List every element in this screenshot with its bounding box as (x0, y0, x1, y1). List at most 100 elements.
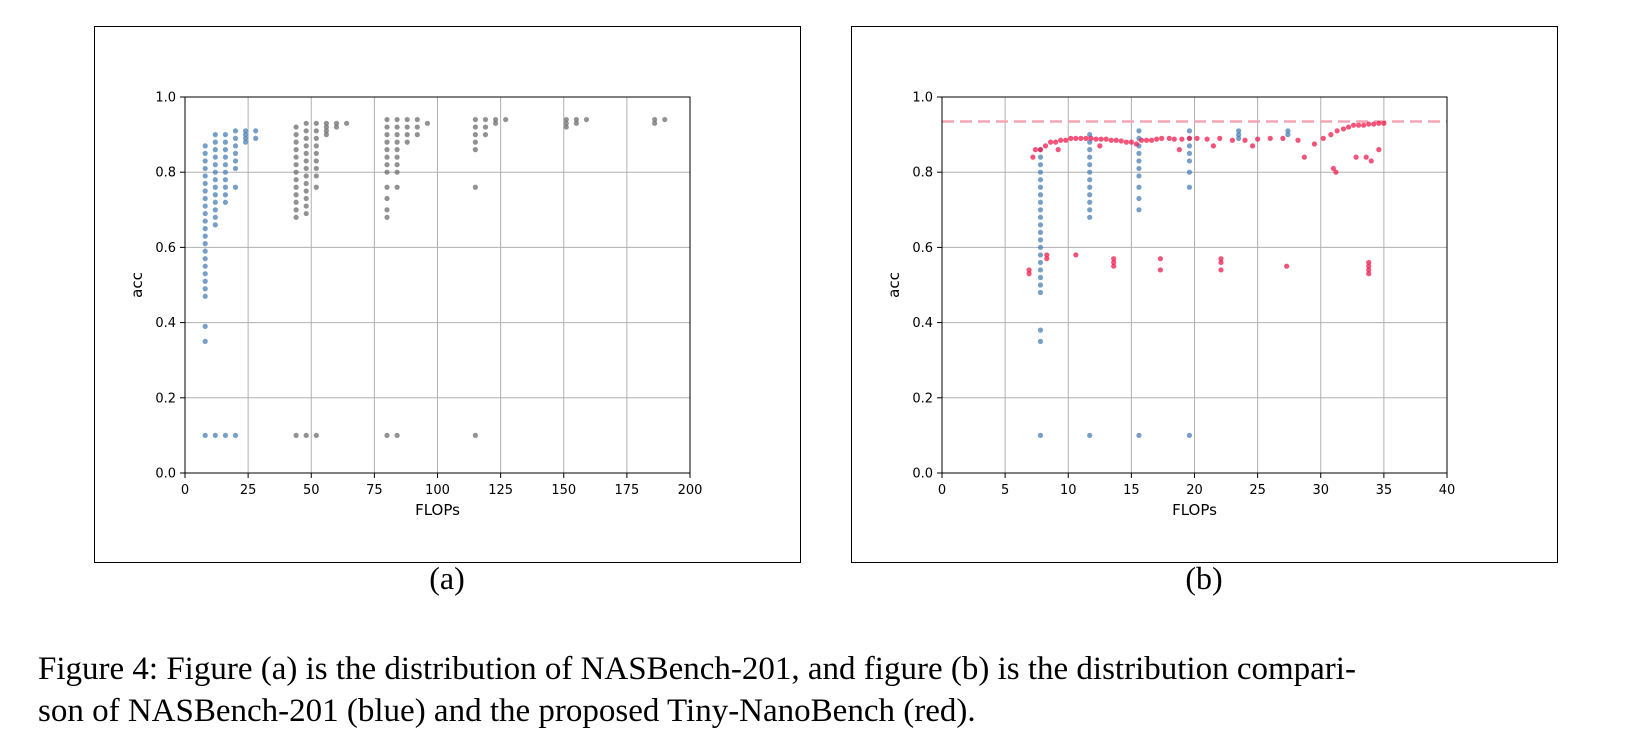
x-tick-label: 15 (1123, 483, 1140, 498)
data-point (222, 432, 228, 438)
data-point (232, 158, 239, 164)
data-point (1242, 137, 1248, 143)
data-point (1340, 126, 1347, 132)
data-point (1037, 432, 1044, 438)
data-point (414, 132, 420, 138)
data-point (384, 132, 390, 138)
y-tick-label: 0.0 (912, 467, 933, 482)
data-point (232, 432, 239, 438)
data-point (1068, 135, 1074, 141)
data-point (243, 128, 249, 134)
data-point (1088, 135, 1094, 141)
data-point (1098, 136, 1104, 142)
data-point (394, 154, 400, 160)
y-tick-label: 0.8 (912, 166, 933, 181)
data-point (293, 199, 299, 205)
data-point (472, 116, 478, 123)
x-tick-label: 35 (1376, 483, 1393, 498)
data-point (472, 139, 478, 145)
data-point (1236, 128, 1242, 134)
x-tick-label: 50 (303, 483, 320, 498)
data-point (1037, 214, 1044, 220)
data-point (1037, 199, 1044, 205)
data-point (222, 199, 228, 205)
data-point (1285, 132, 1291, 138)
data-point (1063, 137, 1069, 143)
data-point (1311, 141, 1318, 147)
data-point (1320, 135, 1326, 141)
data-point (394, 162, 400, 168)
data-point (394, 184, 400, 190)
x-tick-label: 175 (614, 483, 639, 498)
data-point (384, 116, 390, 123)
data-point (1087, 147, 1093, 153)
data-point (472, 184, 478, 190)
data-point (202, 248, 208, 254)
data-point (1186, 432, 1193, 438)
data-point (1366, 263, 1372, 269)
data-point (212, 154, 218, 160)
data-point (243, 135, 249, 141)
data-point (212, 162, 218, 168)
data-point (293, 139, 299, 145)
data-point (1334, 128, 1340, 134)
data-point (1210, 143, 1217, 149)
data-point (1138, 137, 1145, 143)
data-point (212, 169, 218, 175)
data-point (1366, 271, 1372, 277)
data-point (1280, 135, 1286, 141)
y-tick-label: 0.8 (155, 166, 176, 181)
data-point (492, 116, 499, 123)
data-point (323, 132, 329, 138)
data-point (1037, 327, 1044, 333)
data-point (212, 132, 218, 138)
data-point (1368, 158, 1374, 164)
data-point (202, 226, 208, 232)
data-point (1186, 150, 1193, 156)
data-point (202, 188, 208, 194)
data-point (1157, 256, 1164, 262)
data-point (1218, 256, 1224, 262)
data-point (394, 432, 400, 438)
data-point (1037, 289, 1044, 296)
data-point (323, 124, 329, 130)
y-tick-label: 0.6 (912, 241, 933, 256)
data-point (1333, 169, 1339, 175)
data-point (212, 177, 218, 183)
x-axis-label: FLOPs (415, 501, 460, 519)
data-point (313, 173, 319, 179)
data-point (323, 128, 329, 134)
data-point (1042, 143, 1049, 149)
data-point (313, 432, 319, 438)
data-point (652, 116, 658, 123)
data-point (1136, 207, 1142, 213)
subfigure-label-a: (a) (429, 560, 465, 596)
data-point (1157, 267, 1164, 273)
data-point (303, 180, 309, 187)
data-point (404, 116, 410, 123)
data-point (1113, 137, 1119, 143)
data-point (404, 132, 410, 138)
data-point (222, 184, 228, 190)
data-point (394, 124, 400, 130)
data-point (424, 120, 430, 126)
x-tick-label: 10 (1060, 483, 1077, 498)
x-axis-label: FLOPs (1172, 501, 1217, 519)
series-2-points (293, 116, 668, 438)
data-point (384, 124, 390, 130)
data-point (303, 120, 309, 126)
data-point (1361, 122, 1367, 128)
data-point (384, 432, 390, 438)
data-point (212, 199, 218, 205)
x-tick-label: 0 (181, 483, 189, 498)
data-point (293, 192, 299, 198)
data-point (1136, 195, 1142, 202)
data-point (1159, 135, 1165, 141)
data-point (1026, 267, 1032, 273)
data-point (1087, 184, 1093, 190)
data-point (1083, 135, 1089, 141)
data-point (1103, 136, 1109, 142)
data-point (1136, 150, 1142, 156)
data-point (293, 147, 299, 153)
scatter-plot-a: 0 25 50 75 100 125 150 175 200 0.0 0.2 0.4 0.6 0.8 1.0… (128, 91, 702, 520)
